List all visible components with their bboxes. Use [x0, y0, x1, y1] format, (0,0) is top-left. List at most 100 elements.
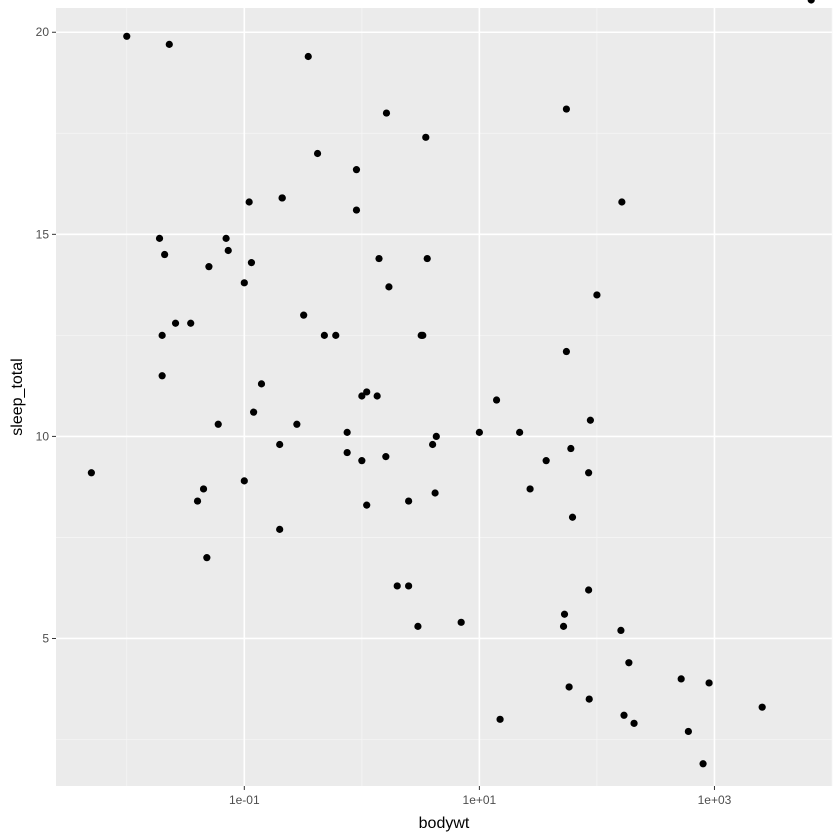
data-point	[363, 501, 371, 509]
data-point	[475, 428, 483, 436]
data-point	[199, 485, 208, 493]
data-point	[222, 234, 230, 242]
data-point	[382, 453, 390, 461]
data-point	[187, 319, 195, 327]
data-point	[492, 396, 501, 404]
data-point	[620, 711, 628, 719]
data-point	[496, 715, 504, 723]
data-point	[429, 440, 437, 449]
data-point	[423, 254, 431, 263]
data-point	[560, 610, 569, 618]
data-point	[526, 485, 534, 493]
data-point	[245, 198, 253, 206]
data-point	[373, 392, 381, 400]
data-point	[593, 291, 601, 299]
data-point	[382, 109, 391, 117]
x-tick-label: 1e-01	[229, 793, 260, 807]
data-point	[705, 679, 713, 687]
y-axis-ticks: 5 10 15 20	[36, 25, 56, 645]
data-point	[405, 582, 413, 590]
major-gridlines	[56, 8, 832, 786]
data-point	[457, 618, 465, 626]
data-point	[313, 149, 322, 158]
data-point	[343, 428, 351, 436]
data-point	[240, 279, 248, 287]
data-point	[276, 525, 284, 533]
data-point	[358, 392, 366, 400]
data-point	[203, 554, 211, 562]
data-point	[585, 469, 593, 477]
data-point	[585, 695, 593, 703]
data-point	[414, 622, 422, 630]
data-point	[562, 105, 571, 113]
data-point	[358, 457, 366, 465]
data-point	[422, 133, 430, 141]
data-point	[565, 683, 573, 691]
data-point	[363, 388, 371, 396]
data-point	[123, 32, 131, 40]
data-point	[171, 319, 180, 327]
x-axis-title: bodywt	[419, 815, 470, 832]
data-point	[405, 497, 413, 505]
data-point	[320, 331, 328, 339]
x-tick-label: 1e+01	[463, 793, 497, 807]
data-point	[214, 420, 222, 428]
data-point	[567, 444, 575, 453]
data-point	[304, 52, 312, 61]
data-point	[165, 40, 173, 48]
y-tick-label: 20	[36, 25, 50, 39]
data-point	[562, 347, 571, 356]
data-point	[617, 626, 625, 635]
data-point	[431, 489, 439, 497]
data-point	[625, 659, 633, 667]
data-points	[87, 0, 815, 768]
data-point	[155, 234, 164, 242]
data-point	[516, 428, 524, 436]
data-point	[161, 250, 169, 259]
data-point	[240, 477, 248, 485]
data-point	[559, 622, 568, 630]
data-point	[432, 432, 440, 441]
data-point	[586, 416, 594, 424]
data-point	[293, 420, 301, 428]
data-point	[684, 727, 692, 736]
plot-panel	[56, 8, 832, 786]
data-point	[375, 254, 383, 263]
data-point	[677, 675, 685, 683]
data-point	[630, 719, 638, 727]
data-point	[193, 497, 202, 505]
data-point	[247, 259, 256, 267]
data-point	[385, 283, 393, 291]
data-point	[568, 513, 577, 521]
y-tick-label: 15	[36, 227, 50, 241]
data-point	[699, 760, 707, 768]
data-point	[250, 408, 258, 416]
data-point	[278, 194, 286, 202]
data-point	[332, 331, 340, 339]
data-point	[352, 206, 361, 214]
y-tick-label: 10	[36, 429, 50, 443]
data-point	[352, 166, 361, 174]
data-point	[276, 440, 284, 449]
data-point	[393, 582, 401, 590]
x-tick-label: 1e+03	[698, 793, 732, 807]
data-point	[158, 372, 166, 380]
data-point	[158, 331, 166, 339]
y-axis-title: sleep_total	[9, 358, 26, 435]
y-tick-label: 5	[42, 631, 49, 645]
data-point	[87, 469, 95, 477]
minor-gridlines	[56, 8, 833, 786]
data-point	[300, 311, 308, 319]
data-point	[542, 457, 550, 465]
data-point	[205, 263, 213, 271]
data-point	[343, 448, 351, 457]
x-axis-ticks: 1e-01 1e+01 1e+03	[229, 786, 732, 807]
data-point	[417, 331, 425, 339]
data-point	[224, 246, 232, 255]
data-point	[257, 380, 266, 388]
data-point	[618, 198, 626, 206]
data-point	[758, 703, 766, 711]
data-point	[807, 0, 815, 4]
data-point	[585, 586, 593, 594]
